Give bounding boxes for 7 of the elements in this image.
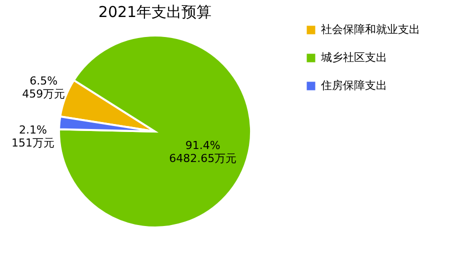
legend-label: 城乡社区支出 xyxy=(320,51,387,64)
legend-label: 社会保障和就业支出 xyxy=(321,23,420,36)
data-label: 2.1% 151万元 xyxy=(12,123,55,150)
data-label: 6.5% 459万元 xyxy=(22,74,66,101)
legend-label: 住房保障支出 xyxy=(321,79,387,92)
data-label: 91.4% 6482.65万元 xyxy=(169,138,237,165)
chart-title: 2021年支出预算 xyxy=(98,3,212,21)
